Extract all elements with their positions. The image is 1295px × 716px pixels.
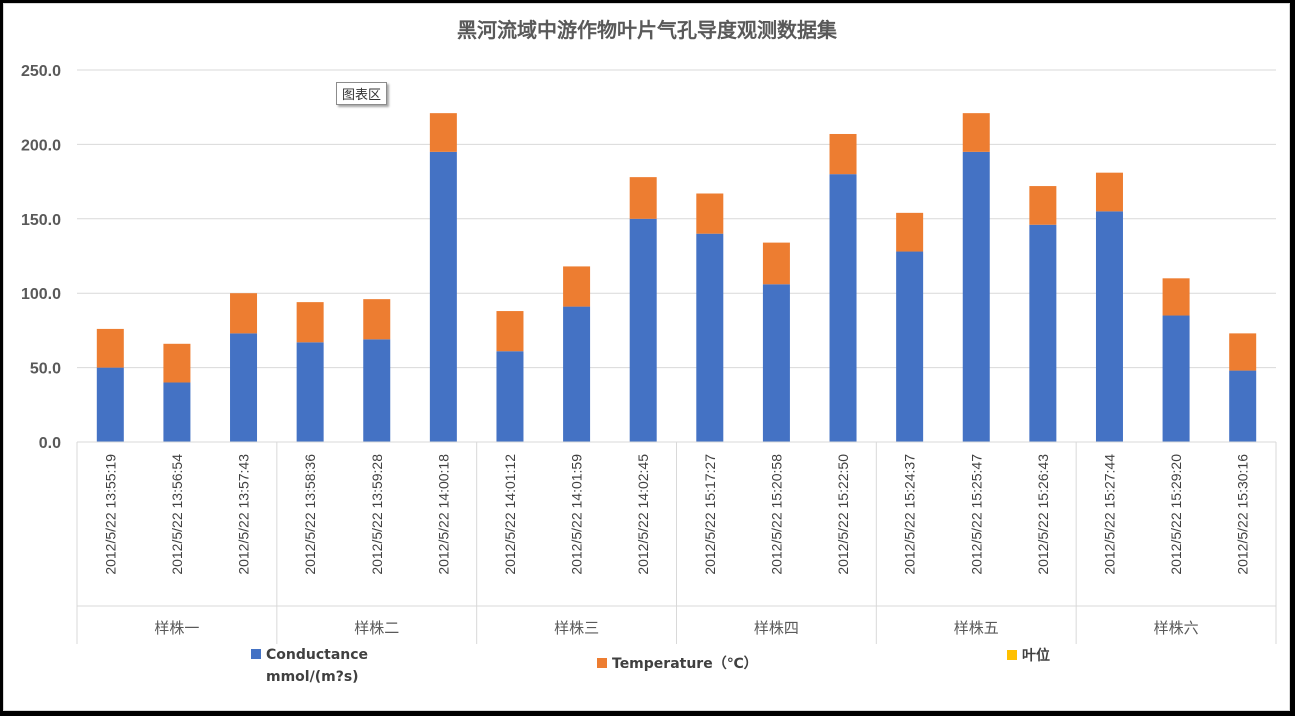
group-label: 样株六 [1154, 619, 1199, 637]
x-tick-label: 2012/5/22 14:01:59 [569, 454, 585, 575]
x-tick-label: 2012/5/22 15:30:16 [1235, 454, 1251, 575]
bar-temperature [563, 266, 591, 307]
bar-conductance [496, 351, 524, 442]
bar-conductance [163, 382, 191, 442]
legend-label: 叶位 [1022, 647, 1050, 664]
legend-swatch [251, 649, 261, 659]
group-label: 样株四 [754, 619, 799, 637]
legend-label: Conductance [266, 647, 368, 663]
bar-conductance [896, 251, 924, 442]
group-label: 样株一 [154, 619, 199, 637]
bar-temperature [230, 293, 258, 334]
legend-swatch [1007, 650, 1017, 660]
x-tick-label: 2012/5/22 15:29:20 [1168, 454, 1184, 575]
x-tick-label: 2012/5/22 15:22:50 [835, 454, 851, 575]
legend-label: Temperature（℃） [612, 656, 758, 672]
bar-temperature [1095, 172, 1123, 212]
bar-temperature [762, 242, 790, 285]
legend: Conductance mmol/(m?s) Temperature（℃） 叶位 [251, 647, 1050, 685]
legend-label: mmol/(m?s) [266, 669, 359, 685]
bar-temperature [296, 302, 324, 343]
x-axis: 样株一 样株二 样株三 样株四 样株五 样株六 2012/5/22 13:55:19 2012… [76, 441, 1277, 644]
x-tick-label: 2012/5/22 15:26:43 [1035, 454, 1051, 575]
bar-conductance [230, 333, 258, 442]
bar-conductance [429, 151, 457, 442]
x-tick-label: 2012/5/22 13:58:36 [302, 454, 318, 575]
group-label: 样株三 [554, 619, 599, 637]
bar-conductance [829, 174, 857, 442]
legend-swatch [597, 658, 607, 668]
y-tick-label: 0.0 [39, 435, 61, 452]
bar-temperature [896, 212, 924, 252]
y-tick-label: 100.0 [21, 286, 61, 303]
bar-temperature [629, 177, 657, 219]
bar-conductance [1095, 211, 1123, 442]
bar-conductance [96, 367, 124, 442]
bar-temperature [363, 299, 391, 340]
bar-temperature [829, 133, 857, 175]
bar-conductance [296, 342, 324, 442]
y-tick-label: 250.0 [21, 63, 61, 80]
bar-conductance [762, 284, 790, 442]
chart-area[interactable]: 黑河流域中游作物叶片气孔导度观测数据集 0.0 50.0 100.0 150.0 200… [3, 3, 1290, 711]
y-tick-label: 200.0 [21, 137, 61, 154]
x-tick-label: 2012/5/22 15:20:58 [768, 454, 784, 575]
x-tick-label: 2012/5/22 14:02:45 [635, 454, 651, 575]
bar-temperature [1029, 186, 1057, 225]
bar-conductance [1229, 370, 1257, 442]
y-tick-label: 50.0 [30, 361, 61, 378]
bar-conductance [563, 306, 591, 442]
bar-conductance [696, 233, 724, 442]
y-axis: 0.0 50.0 100.0 150.0 200.0 250.0 [21, 63, 61, 452]
chart-title: 黑河流域中游作物叶片气孔导度观测数据集 [457, 18, 838, 42]
x-tick-label: 2012/5/22 13:56:54 [169, 454, 185, 575]
bar-conductance [363, 339, 391, 442]
bar-conductance [629, 218, 657, 442]
x-tick-label: 2012/5/22 13:59:28 [369, 454, 385, 575]
bar-conductance [962, 151, 990, 442]
x-tick-label: 2012/5/22 13:57:43 [236, 454, 252, 575]
bar-temperature [962, 113, 990, 152]
group-label: 样株二 [354, 619, 399, 637]
x-tick-label: 2012/5/22 15:17:27 [702, 454, 718, 575]
chart-svg: 黑河流域中游作物叶片气孔导度观测数据集 0.0 50.0 100.0 150.0 200… [21, 18, 1277, 685]
bar-temperature [1229, 333, 1257, 371]
bar-conductance [1029, 224, 1057, 442]
chart-area-tooltip: 图表区 [336, 82, 388, 105]
bar-conductance [1162, 315, 1190, 442]
bar-temperature [696, 193, 724, 234]
x-tick-label: 2012/5/22 15:25:47 [968, 454, 984, 575]
bar-temperature [163, 343, 191, 383]
bar-temperature [496, 311, 524, 352]
y-tick-label: 150.0 [21, 212, 61, 229]
x-tick-label: 2012/5/22 14:01:12 [502, 454, 518, 575]
bar-series [96, 113, 1257, 442]
bar-temperature [96, 328, 124, 368]
x-tick-label: 2012/5/22 14:00:18 [435, 454, 451, 575]
group-label: 样株五 [954, 619, 999, 637]
x-tick-label: 2012/5/22 15:24:37 [902, 454, 918, 575]
x-tick-label: 2012/5/22 13:55:19 [102, 454, 118, 575]
bar-temperature [429, 113, 457, 152]
bar-temperature [1162, 278, 1190, 316]
x-tick-label: 2012/5/22 15:27:44 [1101, 454, 1117, 575]
